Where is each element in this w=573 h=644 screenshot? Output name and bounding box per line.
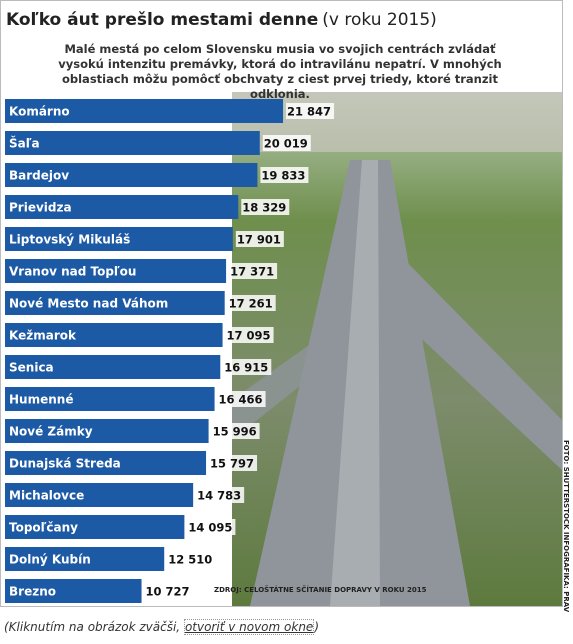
value-label: 20 019: [264, 137, 308, 151]
value-label: 14 095: [188, 521, 232, 535]
value-label: 15 797: [210, 457, 254, 471]
value-label: 17 901: [237, 233, 281, 247]
title-main: Koľko áut prešlo mestami denne: [6, 10, 318, 30]
bar: [5, 547, 165, 571]
subtitle: Malé mestá po celom Slovensku musia vo s…: [58, 42, 502, 101]
bar: [5, 579, 142, 603]
chart-title: Koľko áut prešlo mestami denne (v roku 20…: [6, 10, 437, 30]
category-label: Nové Mesto nad Váhom: [9, 297, 168, 311]
category-label: Humenné: [9, 393, 73, 407]
category-label: Kežmarok: [9, 329, 77, 343]
bar: [5, 259, 227, 283]
category-label: Dolný Kubín: [9, 553, 91, 567]
value-label-bg: [260, 167, 309, 183]
bar: [5, 99, 284, 123]
value-label-bg: [187, 519, 236, 535]
bar: [5, 131, 260, 155]
value-label-bg: [225, 327, 274, 343]
source: ZDROJ: CELOŠTÁTNE SČÍTANIE DOPRAVY V ROK…: [214, 585, 427, 594]
value-label-bg: [235, 231, 284, 247]
value-label: 16 915: [224, 361, 268, 375]
credit: FOTO: SHUTTERSTOCK INFOGRAFIKA: PRAVDA/L…: [562, 440, 570, 612]
value-label-bg: [223, 359, 272, 375]
bar: [5, 387, 215, 411]
open-link[interactable]: otvoriť v novom okne: [183, 619, 315, 635]
category-label: Dunajská Streda: [9, 457, 121, 471]
caption: (Kliknutím na obrázok zväčši, otvoriť v …: [4, 619, 319, 635]
value-label: 21 847: [287, 105, 331, 119]
value-label: 12 510: [168, 553, 212, 567]
bar: [5, 515, 185, 539]
value-label: 19 833: [261, 169, 305, 183]
category-label: Senica: [9, 361, 54, 375]
value-label: 14 783: [197, 489, 241, 503]
value-label-bg: [209, 455, 258, 471]
bar: [5, 419, 209, 443]
category-label: Brezno: [9, 585, 56, 599]
bar: [5, 163, 258, 187]
category-label: Michalovce: [9, 489, 84, 503]
caption-text: (Kliknutím na obrázok zväčši,: [4, 620, 181, 634]
value-label: 15 996: [213, 425, 257, 439]
value-label-bg: [229, 263, 278, 279]
category-label: Topoľčany: [9, 521, 78, 535]
category-label: Liptovský Mikuláš: [9, 233, 130, 247]
category-label: Šaľa: [9, 136, 40, 151]
frame: [0, 0, 563, 607]
value-label-bg: [144, 583, 193, 599]
chart: Koľko áut prešlo mestami denne (v roku 20…: [0, 0, 570, 612]
category-label: Komárno: [9, 105, 70, 119]
title-note: (v roku 2015): [322, 10, 437, 30]
value-label: 17 095: [227, 329, 271, 343]
value-label: 10 727: [146, 585, 190, 599]
caption-text: ): [314, 620, 319, 634]
value-label: 17 261: [229, 297, 273, 311]
value-label: 17 371: [230, 265, 274, 279]
bar: [5, 195, 239, 219]
value-label-bg: [196, 487, 245, 503]
value-label-bg: [286, 103, 335, 119]
bar: [5, 451, 207, 475]
value-label: 18 329: [242, 201, 286, 215]
category-label: Bardejov: [9, 169, 69, 183]
value-label-bg: [211, 423, 260, 439]
value-label-bg: [262, 135, 311, 151]
value-label-bg: [227, 295, 276, 311]
value-label-bg: [217, 391, 266, 407]
value-label-bg: [167, 551, 216, 567]
bar: [5, 227, 233, 251]
value-label-bg: [241, 199, 290, 215]
bar: [5, 291, 225, 315]
value-label: 16 466: [219, 393, 263, 407]
category-label: Vranov nad Topľou: [9, 265, 136, 279]
bar: [5, 355, 221, 379]
category-label: Nové Zámky: [9, 425, 93, 439]
category-label: Prievidza: [9, 201, 72, 215]
bar: [5, 323, 223, 347]
bar: [5, 483, 194, 507]
